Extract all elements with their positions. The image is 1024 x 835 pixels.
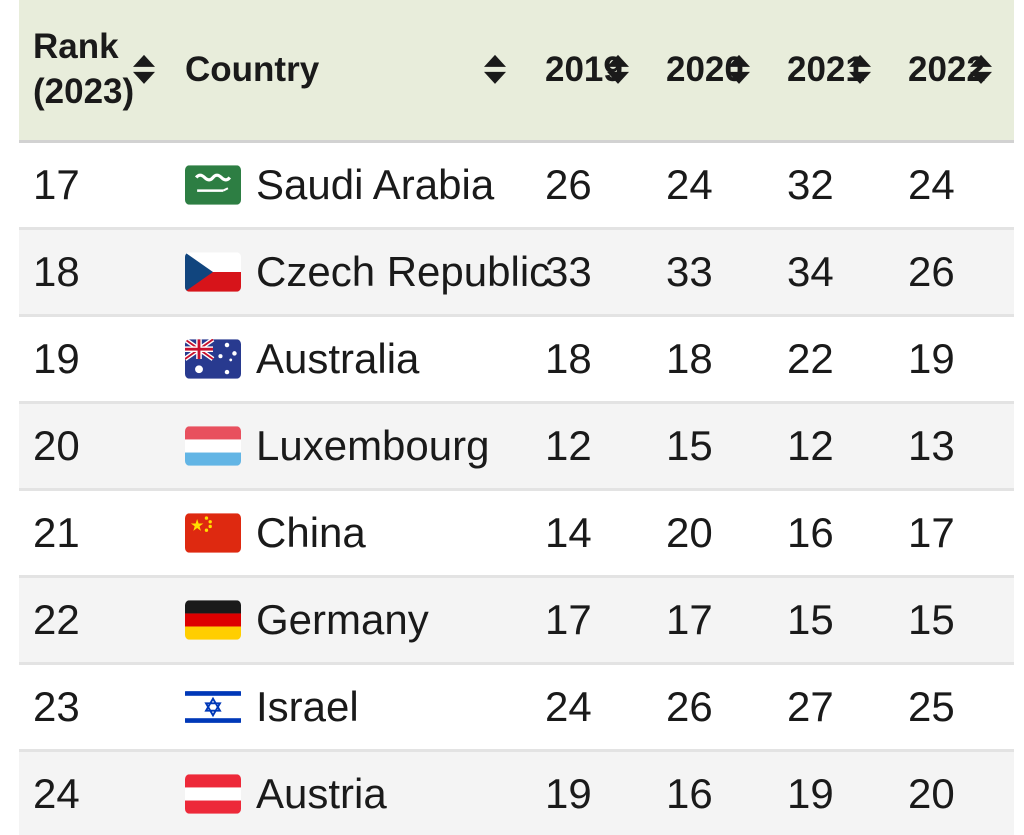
saudi-arabia-flag-icon [185, 164, 241, 205]
year-value-cell: 18 [530, 313, 651, 402]
year-value-cell: 32 [787, 160, 834, 208]
country-name: Germany [256, 595, 429, 643]
header-row: Rank (2023) Country 2019 2020 2021 [19, 0, 1014, 143]
year-value-cell: 20 [651, 487, 772, 576]
sort-2021-icon[interactable] [849, 54, 871, 84]
year-value-cell: 33 [530, 226, 651, 315]
table-row: 23 Israel 24 26 27 25 [19, 661, 1014, 750]
table-row: 21 China 14 20 16 17 [19, 487, 1014, 576]
country-cell: Saudi Arabia [169, 141, 530, 228]
year-value-cell: 22 [772, 313, 893, 402]
country-cell: Czech Republic [169, 226, 550, 315]
sort-2022-icon[interactable] [970, 54, 992, 84]
sort-country-icon[interactable] [484, 54, 506, 84]
year-value-cell: 12 [530, 400, 651, 489]
sort-2020-icon[interactable] [728, 54, 750, 84]
year-value-cell: 18 [651, 313, 772, 402]
country-cell: China [169, 487, 530, 576]
year-value-cell: 16 [651, 748, 772, 835]
country-cell: Israel [169, 661, 530, 750]
table-row: 17 Saudi Arabia 26 24 32 24 [19, 141, 1014, 228]
table-row: 18 Czech Republic 33 33 34 26 [19, 226, 1014, 315]
year-value-cell: 16 [772, 487, 893, 576]
country-name: Saudi Arabia [256, 160, 495, 208]
year-value-cell: 13 [893, 400, 1014, 489]
year-value-cell: 25 [893, 661, 1014, 750]
year-value-cell: 17 [893, 487, 1014, 576]
czech-republic-flag-icon [185, 251, 241, 292]
year-value-cell: 24 [530, 661, 651, 750]
country-name: Czech Republic [256, 247, 551, 295]
year-value-cell: 26 [893, 226, 1014, 315]
country-cell: Austria [169, 748, 530, 835]
israel-flag-icon [185, 686, 241, 727]
table-row: 22 Germany 17 17 15 15 [19, 574, 1014, 663]
ranking-table: Rank (2023) Country 2019 2020 2021 [19, 0, 1014, 835]
year-value-cell: 12 [772, 400, 893, 489]
country-name: China [256, 508, 366, 556]
year-value-cell: 27 [772, 661, 893, 750]
rank-cell: 20 [19, 400, 169, 489]
year-value-cell: 19 [772, 748, 893, 835]
column-header-2020[interactable]: 2020 [651, 0, 772, 143]
austria-flag-icon [185, 774, 241, 814]
year-value-cell: 26 [545, 160, 592, 208]
year-value-cell: 14 [530, 487, 651, 576]
country-name: Luxembourg [256, 421, 490, 469]
column-header-rank[interactable]: Rank (2023) [19, 0, 169, 143]
year-value-cell: 20 [893, 748, 1014, 835]
column-header-country[interactable]: Country [169, 0, 530, 143]
country-cell: Australia [169, 313, 530, 402]
china-flag-icon [185, 512, 241, 553]
year-value-cell: 33 [651, 226, 772, 315]
rank-cell: 17 [33, 160, 80, 208]
country-name: Israel [256, 682, 359, 730]
country-name: Australia [256, 334, 420, 382]
year-value-cell: 15 [651, 400, 772, 489]
year-value-cell: 17 [651, 574, 772, 663]
year-value-cell: 24 [666, 160, 713, 208]
rank-cell: 22 [19, 574, 169, 663]
year-value-cell: 15 [772, 574, 893, 663]
country-name: Austria [256, 770, 387, 818]
column-header-2021[interactable]: 2021 [772, 0, 893, 143]
table-row: 20 Luxembourg 12 15 12 13 [19, 400, 1014, 489]
luxembourg-flag-icon [185, 425, 241, 466]
column-header-2022[interactable]: 2022 [893, 0, 1014, 143]
germany-flag-icon [185, 599, 241, 640]
year-value-cell: 24 [908, 160, 955, 208]
rank-cell: 23 [19, 661, 169, 750]
country-cell: Luxembourg [169, 400, 530, 489]
sort-rank-icon[interactable] [133, 54, 155, 84]
country-cell: Germany [169, 574, 530, 663]
year-value-cell: 17 [530, 574, 651, 663]
year-value-cell: 26 [651, 661, 772, 750]
rank-cell: 19 [19, 313, 169, 402]
rank-header-label: Rank (2023) [33, 26, 135, 111]
year-value-cell: 19 [893, 313, 1014, 402]
rank-cell: 18 [19, 226, 169, 315]
column-header-2019[interactable]: 2019 [530, 0, 651, 143]
rank-cell: 24 [19, 748, 169, 835]
year-value-cell: 15 [893, 574, 1014, 663]
year-value-cell: 19 [530, 748, 651, 835]
rank-cell: 21 [19, 487, 169, 576]
country-header-label: Country [185, 49, 320, 89]
year-value-cell: 34 [772, 226, 893, 315]
table-row: 19 Australia 18 18 22 19 [19, 313, 1014, 402]
table-row: 24 Austria 19 16 19 20 [19, 748, 1014, 835]
australia-flag-icon [185, 338, 241, 379]
sort-2019-icon[interactable] [607, 54, 629, 84]
